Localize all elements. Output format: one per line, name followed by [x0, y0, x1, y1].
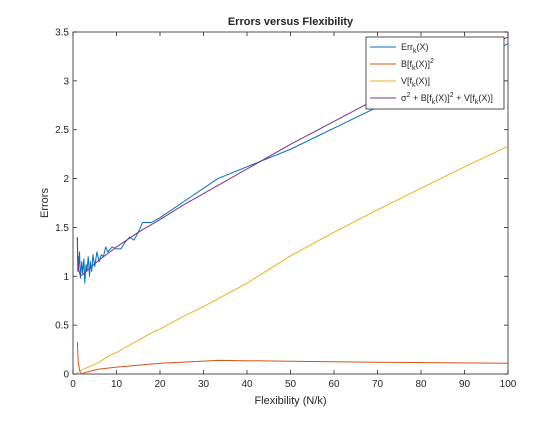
series-group — [76, 36, 508, 374]
x-tick-label: 0 — [70, 379, 76, 390]
axis-ticks: 0 10 20 30 40 50 60 70 80 90 100 0 0.5 1 1.5 2 2.5 3 3.5 — [55, 28, 517, 391]
x-tick-label: 40 — [241, 379, 253, 390]
x-tick-label: 60 — [328, 379, 340, 390]
chart-title: Errors versus Flexibility — [228, 16, 354, 28]
legend-label-0: Errk(X) — [401, 42, 429, 55]
y-tick-label: 0.5 — [55, 321, 69, 332]
series-line-3 — [76, 36, 508, 276]
y-tick-label: 3 — [63, 76, 69, 87]
x-axis-label: Flexibility (N/k) — [254, 395, 326, 407]
x-tick-label: 100 — [500, 379, 517, 390]
y-tick-label: 2 — [63, 174, 69, 185]
x-tick-label: 10 — [111, 379, 123, 390]
y-tick-label: 2.5 — [55, 125, 69, 136]
legend-label-3: σ2 + B[fk(X)]2 + V[fk(X)] — [401, 92, 493, 106]
y-tick-label: 1.5 — [55, 223, 69, 234]
x-tick-label: 30 — [198, 379, 210, 390]
y-axis-label: Errors — [39, 188, 51, 218]
y-tick-label: 3.5 — [55, 28, 69, 39]
x-tick-label: 50 — [285, 379, 297, 390]
y-tick-label: 1 — [63, 272, 69, 283]
series-line-2 — [77, 145, 508, 374]
series-line-1 — [76, 341, 508, 374]
legend-label-1: B[fk(X)]2 — [401, 58, 434, 72]
x-tick-label: 90 — [459, 379, 471, 390]
y-tick-label: 0 — [63, 370, 69, 381]
x-tick-label: 20 — [154, 379, 166, 390]
series-line-0 — [76, 43, 508, 284]
legend-box — [365, 36, 505, 110]
x-tick-label: 70 — [372, 379, 384, 390]
legend-label-2: V[fk(X)] — [401, 76, 430, 89]
x-tick-label: 80 — [415, 379, 427, 390]
legend: Errk(X) B[fk(X)]2 V[fk(X)] σ2 + B[fk(X)]2 +… — [365, 36, 505, 110]
